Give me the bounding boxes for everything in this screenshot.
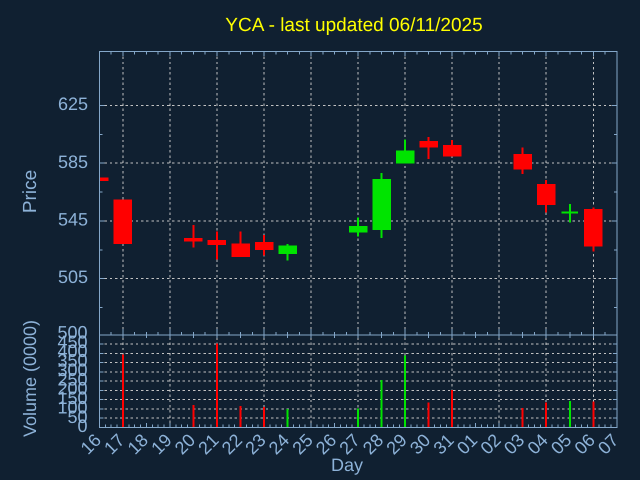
svg-text:545: 545 — [58, 210, 88, 230]
svg-text:300: 300 — [57, 360, 87, 380]
svg-text:450: 450 — [57, 332, 87, 352]
svg-text:100: 100 — [57, 398, 87, 418]
svg-text:50: 50 — [67, 407, 87, 427]
svg-text:Day: Day — [331, 455, 363, 475]
svg-text:400: 400 — [57, 341, 87, 361]
svg-text:250: 250 — [57, 369, 87, 389]
svg-text:150: 150 — [57, 388, 87, 408]
svg-text:0: 0 — [77, 416, 87, 436]
svg-text:585: 585 — [58, 152, 88, 172]
svg-text:200: 200 — [57, 379, 87, 399]
svg-text:YCA - last updated 06/11/2025: YCA - last updated 06/11/2025 — [225, 15, 482, 36]
svg-text:Volume (0000): Volume (0000) — [20, 320, 40, 437]
svg-text:625: 625 — [58, 94, 88, 114]
svg-text:Price: Price — [20, 170, 41, 213]
svg-text:500: 500 — [57, 323, 87, 343]
svg-text:350: 350 — [57, 351, 87, 371]
svg-text:505: 505 — [58, 267, 88, 287]
